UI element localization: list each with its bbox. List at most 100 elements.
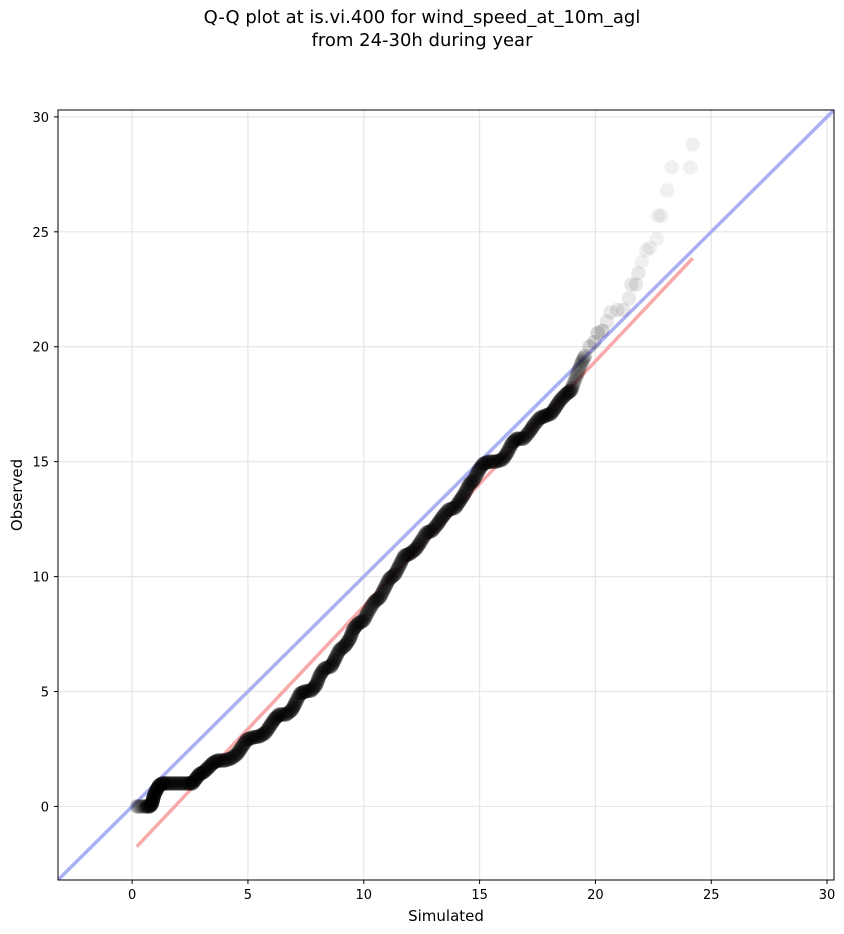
- qq-point: [149, 783, 164, 798]
- qq-point: [475, 456, 491, 472]
- qq-point: [538, 408, 553, 423]
- qq-point: [306, 680, 322, 695]
- qq-point: [486, 454, 502, 469]
- qq-point: [171, 776, 187, 791]
- qq-point: [231, 744, 246, 760]
- qq-point: [210, 753, 226, 768]
- qq-point: [329, 647, 345, 662]
- qq-point: [227, 748, 242, 764]
- qq-point: [431, 514, 447, 530]
- qq-point: [247, 730, 262, 745]
- qq-point: [225, 749, 241, 765]
- qq-point: [534, 410, 549, 425]
- qq-point: [577, 348, 593, 364]
- qq-point: [525, 419, 541, 434]
- qq-point: [142, 798, 158, 814]
- qq-point: [180, 776, 195, 791]
- qq-point: [554, 390, 570, 406]
- qq-point: [365, 596, 380, 612]
- qq-point: [348, 619, 363, 634]
- qq-point: [419, 525, 434, 541]
- qq-point: [261, 720, 276, 735]
- qq-point: [526, 417, 542, 433]
- qq-point: [134, 799, 149, 814]
- qq-point: [564, 380, 580, 396]
- qq-point: [391, 560, 406, 575]
- qq-point: [290, 691, 305, 706]
- qq-point: [547, 401, 563, 416]
- qq-point: [194, 765, 209, 781]
- qq-point: [313, 666, 329, 681]
- qq-point: [460, 479, 476, 495]
- qq-point: [312, 668, 327, 683]
- qq-point: [433, 513, 448, 528]
- qq-point: [397, 548, 412, 564]
- qq-point: [192, 767, 207, 782]
- qq-point: [455, 490, 470, 505]
- qq-point: [203, 757, 219, 773]
- qq-point: [539, 407, 555, 423]
- qq-point: [409, 540, 425, 555]
- qq-point: [439, 504, 455, 519]
- x-tick-label: 20: [587, 888, 604, 903]
- qq-point: [507, 433, 522, 449]
- qq-point: [639, 243, 654, 258]
- qq-point: [502, 440, 517, 456]
- qq-point: [394, 553, 410, 568]
- qq-point: [551, 395, 566, 411]
- qq-point: [258, 725, 273, 741]
- qq-point: [150, 779, 166, 795]
- qq-point: [353, 614, 369, 630]
- y-tick-label: 25: [32, 226, 49, 241]
- qq-point: [161, 776, 176, 791]
- data-points: [129, 137, 700, 814]
- qq-point: [451, 495, 466, 510]
- qq-point: [309, 675, 325, 690]
- qq-point: [456, 488, 471, 503]
- qq-point: [150, 780, 165, 796]
- qq-point: [422, 524, 437, 539]
- qq-point: [426, 521, 441, 537]
- qq-point: [237, 736, 252, 751]
- qq-point: [441, 502, 456, 518]
- qq-point: [371, 591, 386, 606]
- qq-point: [582, 339, 597, 354]
- qq-point: [324, 659, 339, 674]
- qq-point: [523, 422, 538, 438]
- qq-point: [356, 613, 371, 628]
- qq-point: [499, 447, 514, 462]
- qq-point: [289, 693, 304, 708]
- qq-point: [136, 799, 151, 814]
- qq-point: [154, 776, 169, 792]
- qq-point: [548, 399, 564, 414]
- qq-point: [364, 599, 379, 614]
- qq-point: [412, 536, 427, 552]
- qq-point: [241, 732, 256, 747]
- qq-point: [147, 786, 162, 802]
- qq-point: [242, 731, 257, 746]
- qq-point: [575, 353, 590, 369]
- qq-point: [333, 641, 349, 657]
- qq-point: [683, 160, 698, 175]
- qq-point: [379, 576, 395, 591]
- qq-point: [273, 707, 289, 722]
- qq-point: [472, 461, 487, 477]
- qq-point: [509, 431, 524, 446]
- qq-point: [350, 616, 366, 631]
- qq-point: [222, 751, 238, 766]
- qq-point: [430, 516, 446, 531]
- qq-point: [411, 538, 426, 553]
- qq-point: [224, 750, 239, 766]
- qq-point: [145, 794, 160, 810]
- qq-point: [467, 470, 483, 485]
- qq-point: [628, 277, 644, 292]
- qq-point: [471, 463, 486, 479]
- qq-point: [610, 302, 625, 318]
- qq-point: [202, 759, 217, 774]
- qq-point: [278, 707, 294, 722]
- qq-point: [553, 392, 568, 407]
- qq-point: [444, 501, 459, 516]
- qq-point: [483, 454, 498, 469]
- qq-point: [270, 708, 286, 723]
- qq-point: [417, 528, 433, 543]
